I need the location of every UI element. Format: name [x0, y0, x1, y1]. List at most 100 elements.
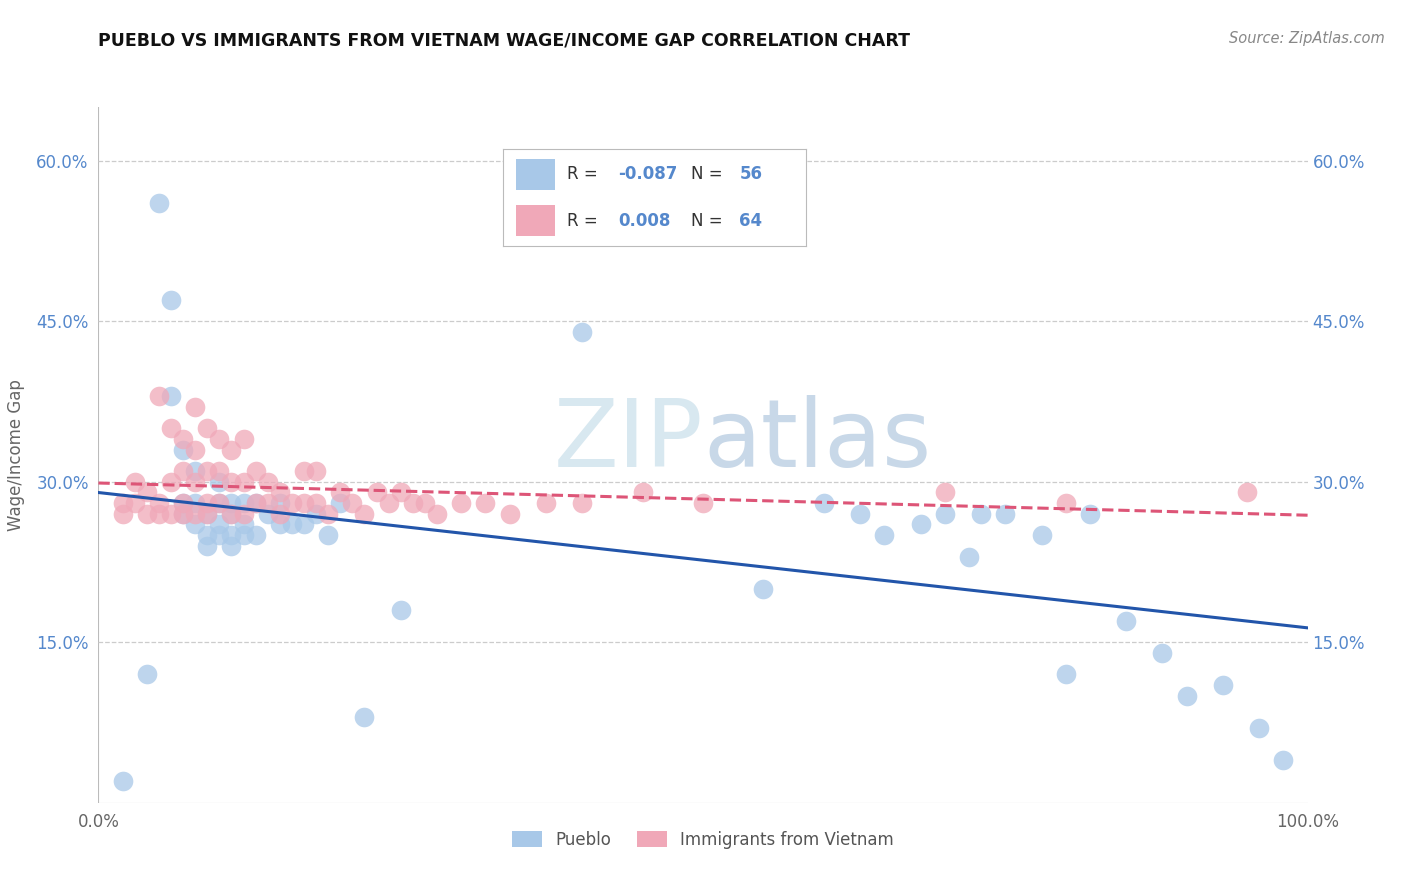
Point — [221, 507, 243, 521]
Point — [160, 293, 183, 307]
Y-axis label: Wage/Income Gap: Wage/Income Gap — [7, 379, 25, 531]
Point — [195, 507, 218, 521]
Text: R =: R = — [567, 212, 598, 230]
Point — [1272, 753, 1295, 767]
Point — [281, 496, 304, 510]
Legend: Pueblo, Immigrants from Vietnam: Pueblo, Immigrants from Vietnam — [503, 822, 903, 857]
Point — [172, 507, 194, 521]
Text: N =: N = — [690, 165, 723, 183]
Bar — [516, 159, 555, 190]
Point — [135, 507, 157, 521]
Text: 0.008: 0.008 — [619, 212, 671, 230]
Text: R =: R = — [567, 165, 598, 183]
Point — [172, 442, 194, 457]
Text: PUEBLO VS IMMIGRANTS FROM VIETNAM WAGE/INCOME GAP CORRELATION CHART: PUEBLO VS IMMIGRANTS FROM VIETNAM WAGE/I… — [98, 31, 911, 49]
Point — [195, 528, 218, 542]
Point — [256, 475, 278, 489]
Point — [195, 464, 218, 478]
Point — [221, 528, 243, 542]
Point — [957, 549, 980, 564]
Point — [172, 507, 194, 521]
Point — [221, 496, 243, 510]
Point — [292, 496, 315, 510]
Point — [329, 485, 352, 500]
Point — [195, 421, 218, 435]
Point — [148, 507, 170, 521]
Text: 64: 64 — [740, 212, 762, 230]
Point — [402, 496, 425, 510]
Point — [245, 496, 267, 510]
Point — [208, 496, 231, 510]
Point — [389, 485, 412, 500]
Point — [232, 507, 254, 521]
Point — [1054, 496, 1077, 510]
Point — [184, 475, 207, 489]
Point — [377, 496, 399, 510]
Point — [245, 464, 267, 478]
Point — [426, 507, 449, 521]
Point — [269, 496, 291, 510]
Point — [208, 496, 231, 510]
Point — [111, 507, 134, 521]
Point — [221, 475, 243, 489]
Point — [1212, 678, 1234, 692]
Point — [474, 496, 496, 510]
Point — [305, 464, 328, 478]
Point — [813, 496, 835, 510]
Point — [172, 464, 194, 478]
Point — [148, 196, 170, 211]
Point — [281, 517, 304, 532]
Point — [172, 496, 194, 510]
Point — [172, 496, 194, 510]
Point — [1078, 507, 1101, 521]
Point — [269, 485, 291, 500]
Point — [172, 432, 194, 446]
Point — [232, 496, 254, 510]
Point — [195, 507, 218, 521]
Point — [631, 485, 654, 500]
Point — [208, 432, 231, 446]
Point — [534, 496, 557, 510]
Text: -0.087: -0.087 — [619, 165, 678, 183]
Point — [1236, 485, 1258, 500]
Point — [195, 539, 218, 553]
Point — [135, 667, 157, 681]
Point — [269, 507, 291, 521]
Point — [316, 528, 339, 542]
Point — [329, 496, 352, 510]
Text: atlas: atlas — [703, 395, 931, 487]
Point — [994, 507, 1017, 521]
Text: 56: 56 — [740, 165, 762, 183]
Point — [970, 507, 993, 521]
Point — [1031, 528, 1053, 542]
Point — [849, 507, 872, 521]
Point — [316, 507, 339, 521]
Point — [692, 496, 714, 510]
Point — [208, 475, 231, 489]
Point — [232, 517, 254, 532]
Point — [1175, 689, 1198, 703]
Point — [208, 517, 231, 532]
Point — [221, 442, 243, 457]
Point — [353, 507, 375, 521]
Point — [256, 496, 278, 510]
Point — [135, 485, 157, 500]
Point — [232, 475, 254, 489]
Point — [1054, 667, 1077, 681]
Text: ZIP: ZIP — [554, 395, 703, 487]
Point — [232, 432, 254, 446]
Point — [160, 507, 183, 521]
Point — [498, 507, 520, 521]
Point — [752, 582, 775, 596]
Point — [934, 485, 956, 500]
Point — [305, 496, 328, 510]
Point — [111, 496, 134, 510]
Point — [208, 528, 231, 542]
Point — [111, 774, 134, 789]
Point — [910, 517, 932, 532]
Point — [184, 517, 207, 532]
Point — [571, 325, 593, 339]
Point — [1115, 614, 1137, 628]
Point — [292, 464, 315, 478]
Point — [1249, 721, 1271, 735]
